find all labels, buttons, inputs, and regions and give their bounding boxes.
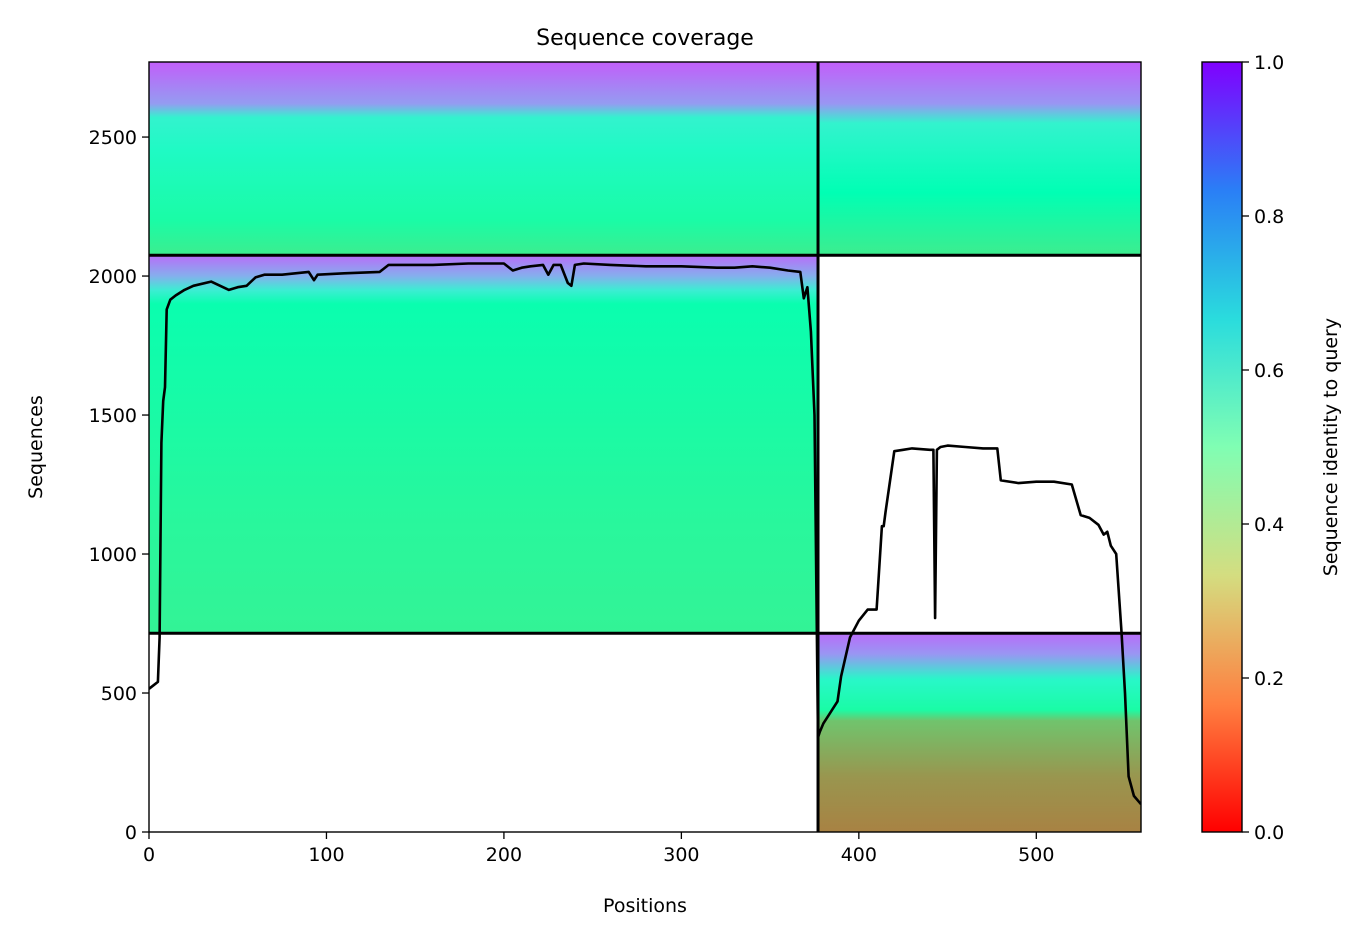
x-tick-label: 200: [486, 844, 522, 866]
x-tick-label: 500: [1018, 844, 1054, 866]
x-axis-label: Positions: [603, 895, 687, 917]
y-tick-label: 1000: [89, 544, 137, 566]
colorbar-tick-label: 0.4: [1254, 514, 1284, 536]
colorbar: [1201, 61, 1243, 833]
colorbar-axis: 0.0 0.2 0.4 0.6 0.8 1.0: [1242, 52, 1284, 844]
coverage-block: [149, 62, 819, 256]
colorbar-tick-label: 0.0: [1254, 822, 1284, 844]
x-axis: 0 100 200 300 400 500: [143, 832, 1054, 866]
y-tick-label: 2000: [89, 266, 137, 288]
y-axis-label: Sequences: [25, 395, 47, 499]
y-axis: 0 500 1000 1500 2000 2500: [89, 127, 149, 844]
coverage-block: [149, 255, 819, 634]
x-tick-label: 100: [308, 844, 344, 866]
coverage-line: [149, 262, 1141, 806]
colorbar-tick-label: 0.8: [1254, 206, 1284, 228]
coverage-block: [818, 633, 1141, 832]
y-tick-label: 500: [101, 683, 137, 705]
x-tick-label: 0: [143, 844, 155, 866]
coverage-blocks: [149, 62, 1141, 832]
plot-frame: [148, 61, 1142, 833]
coverage-block: [818, 62, 1141, 256]
y-tick-label: 2500: [89, 127, 137, 149]
y-tick-label: 1500: [89, 405, 137, 427]
x-tick-label: 300: [663, 844, 699, 866]
chart-title: Sequence coverage: [536, 26, 754, 51]
colorbar-tick-label: 0.6: [1254, 360, 1284, 382]
colorbar-tick-label: 0.2: [1254, 668, 1284, 690]
colorbar-tick-label: 1.0: [1254, 52, 1284, 74]
colorbar-label: Sequence identity to query: [1320, 318, 1342, 576]
x-tick-label: 400: [841, 844, 877, 866]
coverage-line-group: [149, 262, 1141, 806]
y-tick-label: 0: [125, 822, 137, 844]
